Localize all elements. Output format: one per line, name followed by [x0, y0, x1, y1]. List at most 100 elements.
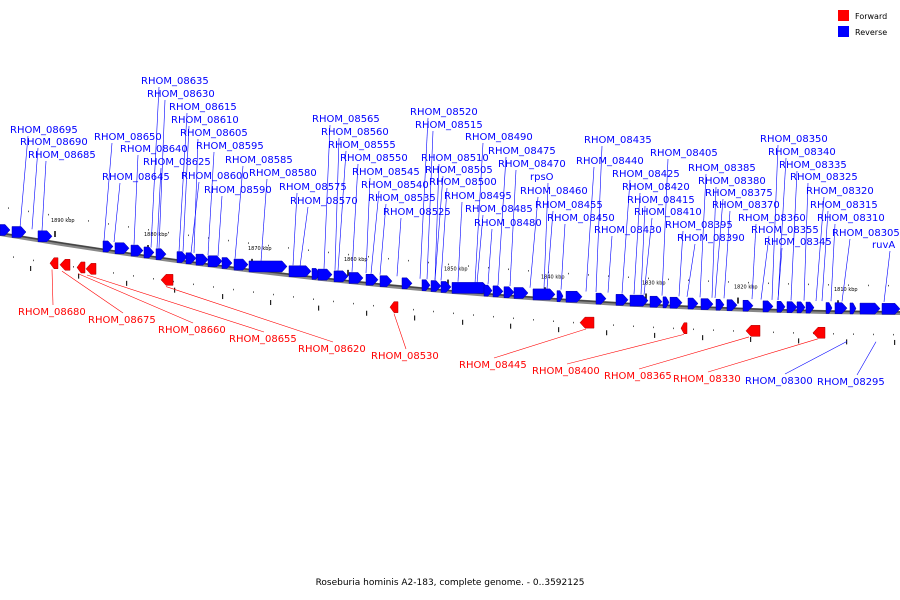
reverse-gene-label: RHOM_08565 — [312, 114, 380, 125]
reverse-gene-label: RHOM_08495 — [444, 191, 512, 202]
reverse-gene-label: RHOM_08630 — [147, 89, 215, 100]
gene-leader-line — [784, 341, 848, 375]
reverse-gene-label: RHOM_08650 — [94, 132, 162, 143]
gene-leader-line — [821, 210, 829, 302]
gene-arrow — [233, 258, 249, 271]
scale-dot — [268, 244, 269, 247]
reverse-gene-label: RHOM_08570 — [290, 196, 358, 207]
scale-minor-tick — [318, 305, 320, 311]
scale-dot — [848, 284, 849, 286]
scale-dot — [353, 302, 354, 305]
gene-leader-line — [546, 210, 554, 289]
scale-dot — [528, 270, 529, 272]
gene-arrow — [348, 272, 364, 284]
gene-leader-line — [543, 182, 549, 289]
forward-gene-label: RHOM_08660 — [158, 325, 226, 336]
scale-tick-label: 1850 kbp — [444, 267, 468, 273]
gene-arrow — [649, 295, 663, 308]
gene-arrow — [365, 273, 379, 286]
gene-arrow — [333, 270, 349, 283]
reverse-gene-label: RHOM_08385 — [688, 163, 756, 174]
gene-arrow — [59, 259, 71, 271]
scale-minor-tick — [366, 310, 368, 316]
gene-leader-line — [158, 99, 166, 249]
gene-leader-line — [440, 187, 448, 281]
gene-leader-line — [103, 142, 113, 241]
gene-leader-line — [607, 235, 613, 293]
genome-caption: Roseburia hominis A2-183, complete genom… — [315, 578, 585, 588]
scale-dot — [68, 217, 69, 219]
gene-arrow — [825, 302, 833, 314]
scale-dot — [608, 275, 609, 277]
gene-arrow — [786, 301, 798, 313]
reverse-gene-label: RHOM_08585 — [225, 155, 293, 166]
reverse-gene-label: RHOM_08375 — [705, 188, 773, 199]
scale-minor-tick — [462, 319, 464, 325]
gene-arrow — [881, 303, 900, 315]
reverse-gene-label: RHOM_08510 — [421, 153, 489, 164]
gene-leader-line — [434, 175, 444, 281]
scale-dot — [428, 261, 429, 264]
scale-tick-label: 1870 kbp — [248, 246, 272, 252]
gene-leader-line — [493, 328, 587, 359]
scale-tick-label: 1840 kbp — [541, 274, 565, 280]
gene-arrow — [556, 290, 564, 302]
gene-arrow — [49, 257, 59, 269]
reverse-gene-label: RHOM_08545 — [352, 167, 420, 178]
scale-dot — [248, 242, 249, 244]
scale-dot — [893, 333, 894, 336]
reverse-gene-label: RHOM_08415 — [627, 195, 695, 206]
scale-minor-tick — [270, 300, 272, 306]
gene-leader-line — [61, 270, 124, 314]
scale-tick-label: 1890 kbp — [51, 218, 75, 224]
scale-dot — [413, 308, 414, 311]
scale-minor-tick — [798, 338, 800, 344]
scale-dot — [193, 283, 194, 286]
reverse-gene-label: RHOM_08640 — [120, 144, 188, 155]
gene-leader-line — [434, 163, 440, 280]
reverse-gene-label: RHOM_08635 — [141, 76, 209, 87]
scale-dot — [113, 272, 114, 274]
reverse-gene-label: rpsO — [530, 172, 554, 183]
scale-tick-label: 1820 kbp — [734, 285, 758, 291]
gene-leader-line — [640, 205, 646, 295]
gene-arrow — [700, 298, 714, 310]
gene-leader-line — [178, 112, 188, 252]
gene-leader-line — [487, 228, 493, 285]
gene-arrow — [37, 230, 53, 243]
gene-leader-line — [856, 341, 877, 376]
scale-dot — [348, 253, 349, 256]
gene-arrow — [565, 290, 583, 303]
gene-leader-line — [497, 156, 507, 286]
gene-leader-line — [883, 250, 891, 302]
scale-dot — [408, 259, 409, 262]
scale-dot — [828, 284, 829, 286]
scale-dot — [533, 319, 534, 321]
reverse-gene-label: RHOM_08305 — [832, 228, 900, 239]
scale-dot — [253, 291, 254, 293]
reverse-gene-label: ruvA — [872, 240, 895, 251]
gene-leader-line — [323, 124, 331, 269]
gene-arrow — [76, 261, 86, 274]
gene-leader-line — [509, 169, 517, 287]
gene-leader-line — [113, 182, 121, 242]
reverse-gene-label: RHOM_08295 — [817, 377, 885, 388]
scale-dot — [868, 284, 869, 287]
gene-leader-line — [661, 158, 669, 296]
gene-leader-line — [841, 238, 851, 302]
gene-leader-line — [686, 243, 696, 297]
gene-leader-line — [217, 195, 223, 257]
scale-minor-tick — [174, 287, 176, 293]
scale-dot — [773, 331, 774, 334]
scale-minor-tick — [558, 327, 560, 333]
reverse-gene-label: RHOM_08605 — [180, 128, 248, 139]
gene-leader-line — [723, 210, 731, 299]
gene-arrow — [805, 301, 815, 314]
forward-gene-label: RHOM_08675 — [88, 315, 156, 326]
gene-arrow — [130, 244, 144, 257]
gene-arrow — [812, 326, 826, 339]
reverse-gene-label: RHOM_08560 — [321, 127, 389, 138]
gene-arrow — [195, 253, 209, 266]
gene-leader-line — [643, 217, 653, 295]
scale-dot — [588, 274, 589, 276]
